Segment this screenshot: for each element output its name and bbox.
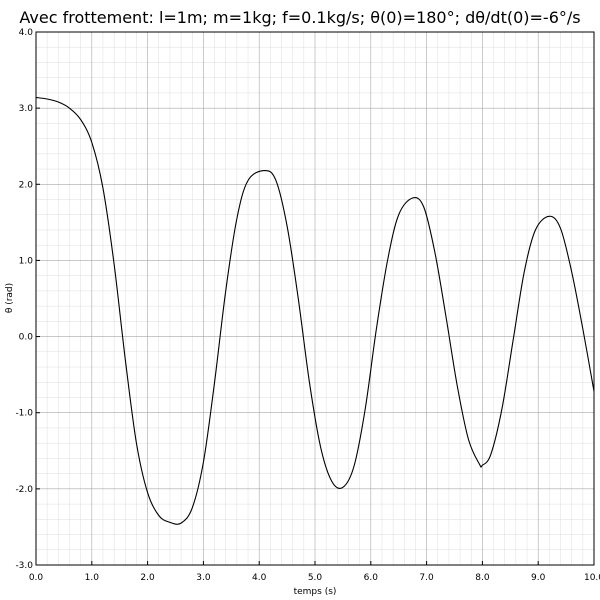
x-tick-label: 0.0 bbox=[29, 573, 44, 583]
x-tick-label: 9.0 bbox=[531, 573, 546, 583]
x-tick-label: 8.0 bbox=[475, 573, 490, 583]
x-tick-label: 7.0 bbox=[419, 573, 434, 583]
y-tick-labels: -3.0 -2.0 -1.0 0.0 1.0 2.0 3.0 4.0 bbox=[15, 28, 33, 571]
y-tick-label: -3.0 bbox=[15, 561, 33, 571]
y-tick-label: -2.0 bbox=[15, 485, 33, 495]
grid-major-lines bbox=[35, 31, 595, 566]
x-tick-label: 6.0 bbox=[364, 573, 379, 583]
y-tick-label: 4.0 bbox=[19, 28, 34, 38]
y-tick-label: 0.0 bbox=[19, 333, 34, 343]
chart-title: Avec frottement: l=1m; m=1kg; f=0.1kg/s;… bbox=[19, 8, 580, 27]
y-tick-label: 2.0 bbox=[19, 180, 34, 190]
grid-minor-lines bbox=[36, 32, 594, 565]
y-tick-label: 1.0 bbox=[19, 256, 34, 266]
x-tick-labels: 0.0 1.0 2.0 3.0 4.0 5.0 6.0 7.0 8.0 9.0 10.0 bbox=[29, 573, 600, 583]
x-tick-label: 1.0 bbox=[85, 573, 100, 583]
y-tick-label: 3.0 bbox=[19, 104, 34, 114]
y-tick-label: -1.0 bbox=[15, 409, 33, 419]
theta-series-line bbox=[35, 96, 595, 525]
x-tick-label: 10.0 bbox=[584, 573, 600, 583]
series-layer bbox=[35, 96, 595, 525]
x-tick-label: 4.0 bbox=[252, 573, 267, 583]
x-axis-label: temps (s) bbox=[294, 587, 337, 597]
x-tick-label: 5.0 bbox=[308, 573, 323, 583]
y-axis-label: θ (rad) bbox=[5, 283, 15, 313]
x-tick-label: 2.0 bbox=[140, 573, 155, 583]
axis-ticks bbox=[35, 31, 595, 566]
x-tick-label: 3.0 bbox=[196, 573, 211, 583]
